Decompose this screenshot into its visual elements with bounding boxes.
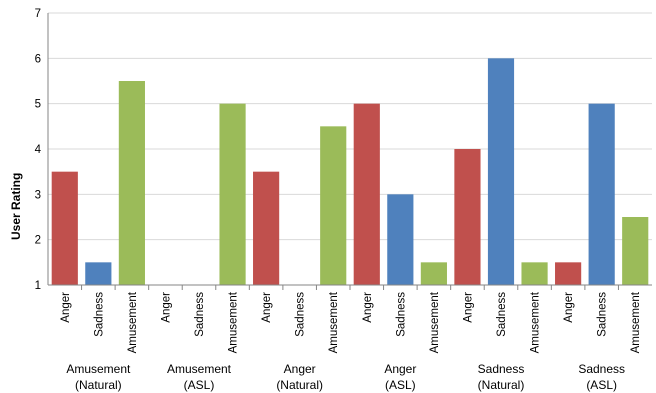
bar-sadness xyxy=(487,58,515,286)
x-category-label: Sadness xyxy=(93,292,105,337)
bars xyxy=(51,58,649,286)
bar-anger xyxy=(454,149,481,285)
bar-anger xyxy=(555,262,582,285)
x-category-label: Anger xyxy=(563,292,575,323)
bar-anger xyxy=(353,103,380,286)
y-tick-labels: 1 2 3 4 5 6 7 xyxy=(35,8,42,292)
group-label-line1: Sadness xyxy=(478,362,525,376)
bar-anger xyxy=(253,171,280,285)
group-label-line2: (ASL) xyxy=(385,378,416,392)
bar-amusement xyxy=(521,262,548,285)
x-category-label: Amusement xyxy=(228,291,240,353)
x-category-label: Anger xyxy=(60,292,72,323)
y-tick-label: 1 xyxy=(35,280,41,292)
bar-amusement xyxy=(420,262,447,285)
group-label-line1: Amusement xyxy=(66,362,131,376)
x-category-label: Anger xyxy=(160,292,172,323)
group-label-line1: Amusement xyxy=(167,362,232,376)
bar-sadness xyxy=(387,194,414,285)
x-category-label: Sadness xyxy=(295,292,307,337)
x-group-labels: Amusement (Natural) Amusement (ASL) Anger (Na… xyxy=(66,362,625,392)
y-tick-label: 2 xyxy=(35,235,41,247)
grid-lines xyxy=(48,12,652,241)
x-category-labels: Anger Sadness Amusement Anger Sadness Amuseme… xyxy=(60,291,642,353)
x-category-label: Amusement xyxy=(429,291,441,353)
bar-sadness xyxy=(85,262,112,285)
x-category-label: Sadness xyxy=(194,292,206,337)
x-category-label: Sadness xyxy=(496,292,508,337)
x-category-label: Amusement xyxy=(630,291,642,353)
bar-anger xyxy=(51,171,78,285)
x-category-label: Amusement xyxy=(328,291,340,353)
bar-amusement xyxy=(219,103,246,286)
y-tick-label: 7 xyxy=(35,8,41,20)
bar-amusement xyxy=(622,217,649,285)
group-label-line1: Anger xyxy=(384,362,416,376)
y-tick-label: 5 xyxy=(35,99,41,111)
x-category-label: Sadness xyxy=(395,292,407,337)
group-label-line2: (Natural) xyxy=(75,378,122,392)
y-tick-label: 4 xyxy=(35,144,42,156)
group-label-line2: (ASL) xyxy=(184,378,215,392)
bar-amusement xyxy=(320,126,347,285)
group-label-line1: Sadness xyxy=(578,362,625,376)
bar-amusement xyxy=(118,81,145,285)
bar-sadness xyxy=(588,103,615,286)
x-category-label: Amusement xyxy=(530,291,542,353)
x-category-label: Anger xyxy=(261,292,273,323)
x-category-label: Anger xyxy=(462,292,474,323)
group-label-line2: (ASL) xyxy=(586,378,617,392)
x-category-label: Sadness xyxy=(597,292,609,337)
axes xyxy=(47,13,652,290)
x-category-label: Amusement xyxy=(127,291,139,353)
x-category-label: Anger xyxy=(362,292,374,323)
y-tick-label: 6 xyxy=(35,53,41,65)
group-label-line2: (Natural) xyxy=(276,378,323,392)
group-label-line2: (Natural) xyxy=(478,378,525,392)
group-label-line1: Anger xyxy=(284,362,316,376)
y-axis-label: User Rating xyxy=(9,173,23,240)
y-tick-label: 3 xyxy=(35,189,41,201)
